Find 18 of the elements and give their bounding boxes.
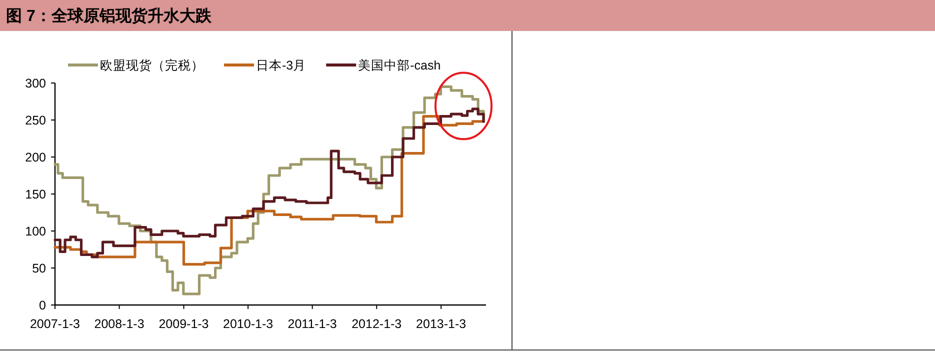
x-tick-label: 2012-1-3 (352, 317, 402, 331)
x-tick-label: 2008-1-3 (94, 317, 144, 331)
y-tick-label: 100 (25, 224, 46, 238)
legend-label: 美国中部-cash (358, 58, 441, 72)
y-tick-label: 50 (32, 262, 46, 276)
x-tick-label: 2007-1-3 (30, 317, 80, 331)
x-tick-label: 2010-1-3 (223, 317, 274, 331)
y-tick-label: 0 (39, 298, 46, 312)
x-tick-label: 2009-1-3 (158, 317, 209, 331)
y-tick-label: 200 (25, 150, 46, 164)
y-tick-label: 150 (25, 188, 46, 202)
x-tick-label: 2013-1-3 (416, 317, 466, 331)
legend-label: 日本-3月 (256, 58, 306, 72)
legend-label: 欧盟现货（完税） (100, 58, 204, 72)
chart-title: 图 7：全球原铝现货升水大跌 (6, 7, 212, 25)
y-tick-label: 250 (25, 114, 46, 128)
x-tick-label: 2011-1-3 (288, 317, 337, 331)
y-tick-label: 300 (25, 76, 46, 90)
